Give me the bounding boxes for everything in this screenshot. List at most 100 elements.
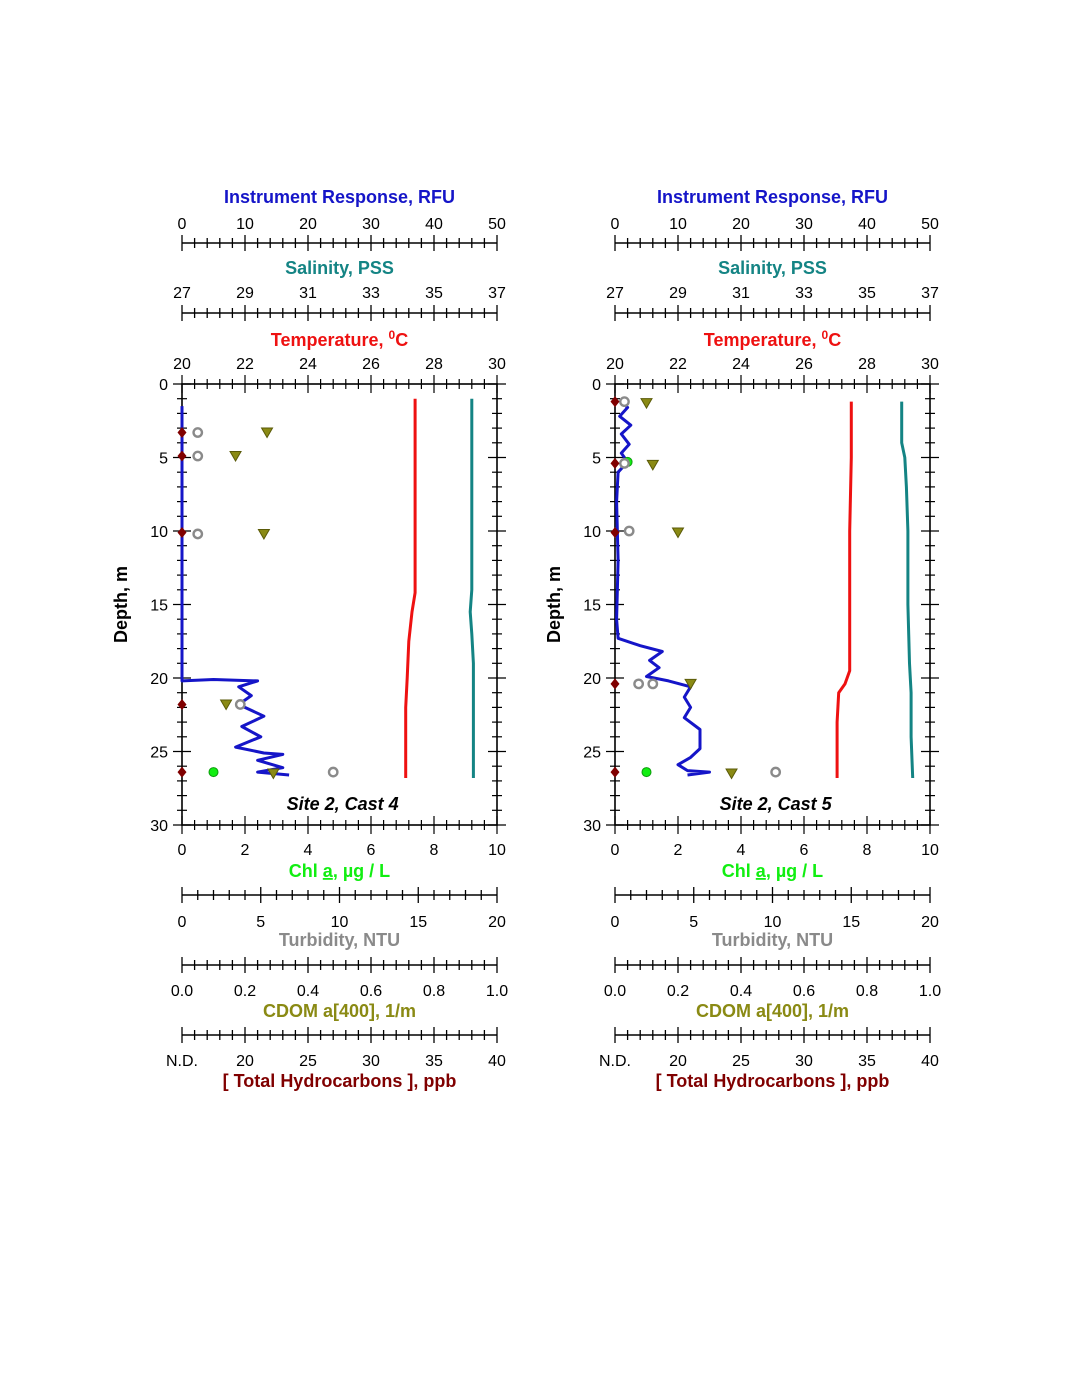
salinity-tick-label: 27: [606, 285, 624, 302]
chl-profile-line: [615, 400, 711, 777]
temperature-tick-label: 26: [362, 356, 380, 373]
hydrocarbon-sample-point: [610, 766, 620, 778]
chl-tick-label: 0: [178, 842, 187, 859]
rfu-tick-label: 50: [921, 216, 939, 233]
temperature-tick-label: 20: [173, 356, 191, 373]
salinity-axis-title: Salinity, PSS: [718, 258, 827, 278]
turbidity-sample-point: [234, 699, 246, 710]
rfu-axis-title: Instrument Response, RFU: [657, 187, 888, 207]
cdom-tick-label: 0.8: [423, 983, 445, 1000]
turbidity-tick-label: 5: [689, 914, 698, 931]
rfu-axis-label: Instrument Response: [657, 187, 841, 207]
turbidity-sample-point: [633, 678, 645, 690]
turbidity-tick-label: 0: [611, 914, 620, 931]
temperature-axis-unit2: C: [828, 330, 841, 350]
cdom-tick-label: 0.0: [604, 983, 626, 1000]
temperature-tick-label: 22: [669, 356, 687, 373]
turbidity-sample-point: [619, 457, 630, 469]
temperature-tick-label: 30: [921, 356, 939, 373]
cdom-axis-title: CDOM a[400], 1/m: [263, 1001, 416, 1021]
depth-tick-label: 10: [150, 524, 168, 541]
temperature-axis-title: Temperature, 0C: [271, 328, 408, 350]
turbidity-tick-label: 20: [921, 914, 939, 931]
cdom-tick-label: 1.0: [919, 983, 941, 1000]
cdom-tick-label: 0.6: [360, 983, 382, 1000]
turbidity-axis-unit: , NTU: [786, 930, 833, 950]
hydrocarbons-tick-label: 25: [299, 1053, 317, 1070]
chl-axis-label: Chl: [722, 861, 756, 881]
turbidity-axis-title: Turbidity, NTU: [279, 930, 400, 950]
chl-axis-label: Chl: [289, 861, 323, 881]
turbidity-axis-unit: , NTU: [353, 930, 400, 950]
temperature-tick-label: 28: [425, 356, 443, 373]
rfu-tick-label: 40: [425, 216, 443, 233]
turbidity-sample-point: [192, 450, 204, 462]
chl-axis-title: Chl a, µg / L: [289, 861, 390, 881]
turbidity-sample-point: [623, 525, 635, 537]
hydrocarbons-axis-unit: , ppb: [413, 1071, 456, 1091]
chl-tick-label: 2: [241, 842, 250, 859]
salinity-tick-label: 37: [488, 285, 506, 302]
hydrocarbon-sample-point: [177, 427, 187, 439]
turbidity-sample-point: [770, 766, 782, 778]
salinity-tick-label: 37: [921, 285, 939, 302]
salinity-axis-label: Salinity: [718, 258, 782, 278]
turbidity-tick-label: 5: [256, 914, 265, 931]
turbidity-sample-point: [192, 528, 204, 540]
chl-tick-label: 4: [737, 842, 746, 859]
chl-tick-label: 6: [367, 842, 376, 859]
salinity-profile-line: [468, 398, 475, 778]
rfu-tick-label: 10: [669, 216, 687, 233]
hydrocarbons-tick-label: 25: [732, 1053, 750, 1070]
depth-tick-label: 20: [150, 671, 168, 688]
hydrocarbons-axis-label: [ Total Hydrocarbons ]: [223, 1071, 414, 1091]
chl-tick-label: 10: [921, 842, 939, 859]
chl-tick-label: 2: [674, 842, 683, 859]
salinity-tick-label: 33: [795, 285, 813, 302]
temperature-profile-line: [404, 398, 417, 778]
hydrocarbons-axis-title: [ Total Hydrocarbons ], ppb: [656, 1071, 890, 1091]
hydrocarbons-axis-unit: , ppb: [846, 1071, 889, 1091]
rfu-axis-title: Instrument Response, RFU: [224, 187, 455, 207]
hydrocarbon-sample-point: [177, 526, 187, 538]
turbidity-sample-point: [647, 678, 659, 690]
temperature-axis-unit: ,: [812, 330, 822, 350]
salinity-axis-unit: , PSS: [781, 258, 827, 278]
depth-axis-label: Depth, m: [111, 566, 131, 643]
temperature-axis-sup: 0: [822, 328, 829, 342]
temperature-axis-sup: 0: [389, 328, 396, 342]
hydrocarbons-tick-label: 20: [236, 1053, 254, 1070]
hydrocarbons-tick-label: 20: [669, 1053, 687, 1070]
chl-tick-label: 10: [488, 842, 506, 859]
cdom-tick-label: 1.0: [486, 983, 508, 1000]
turbidity-axis-title: Turbidity, NTU: [712, 930, 833, 950]
cdom-tick-label: 0.4: [730, 983, 752, 1000]
cdom-axis-label: CDOM a[400]: [696, 1001, 808, 1021]
depth-tick-label: 30: [583, 818, 601, 835]
depth-tick-label: 20: [583, 671, 601, 688]
salinity-tick-label: 29: [236, 285, 254, 302]
cdom-tick-label: 0.2: [667, 983, 689, 1000]
turbidity-sample-point: [192, 427, 204, 438]
depth-tick-label: 0: [159, 377, 168, 394]
temperature-tick-label: 26: [795, 356, 813, 373]
depth-tick-label: 15: [583, 598, 601, 615]
plot-frame: [614, 383, 931, 826]
depth-tick-label: 0: [592, 377, 601, 394]
depth-tick-label: 5: [159, 451, 168, 468]
plot-frame: [181, 383, 498, 826]
rfu-axis-unit: , RFU: [841, 187, 888, 207]
cdom-axis-unit: , 1/m: [375, 1001, 416, 1021]
cdom-sample-point: [219, 699, 233, 711]
cast-annotation: Site 2, Cast 5: [720, 794, 833, 814]
hydrocarbons-axis-label: [ Total Hydrocarbons ]: [656, 1071, 847, 1091]
cdom-tick-label: 0.4: [297, 983, 319, 1000]
depth-tick-label: 30: [150, 818, 168, 835]
rfu-tick-label: 40: [858, 216, 876, 233]
chl-sample-point: [641, 767, 652, 778]
salinity-tick-label: 33: [362, 285, 380, 302]
salinity-tick-label: 29: [669, 285, 687, 302]
chl-axis-unit: , µg / L: [766, 861, 823, 881]
